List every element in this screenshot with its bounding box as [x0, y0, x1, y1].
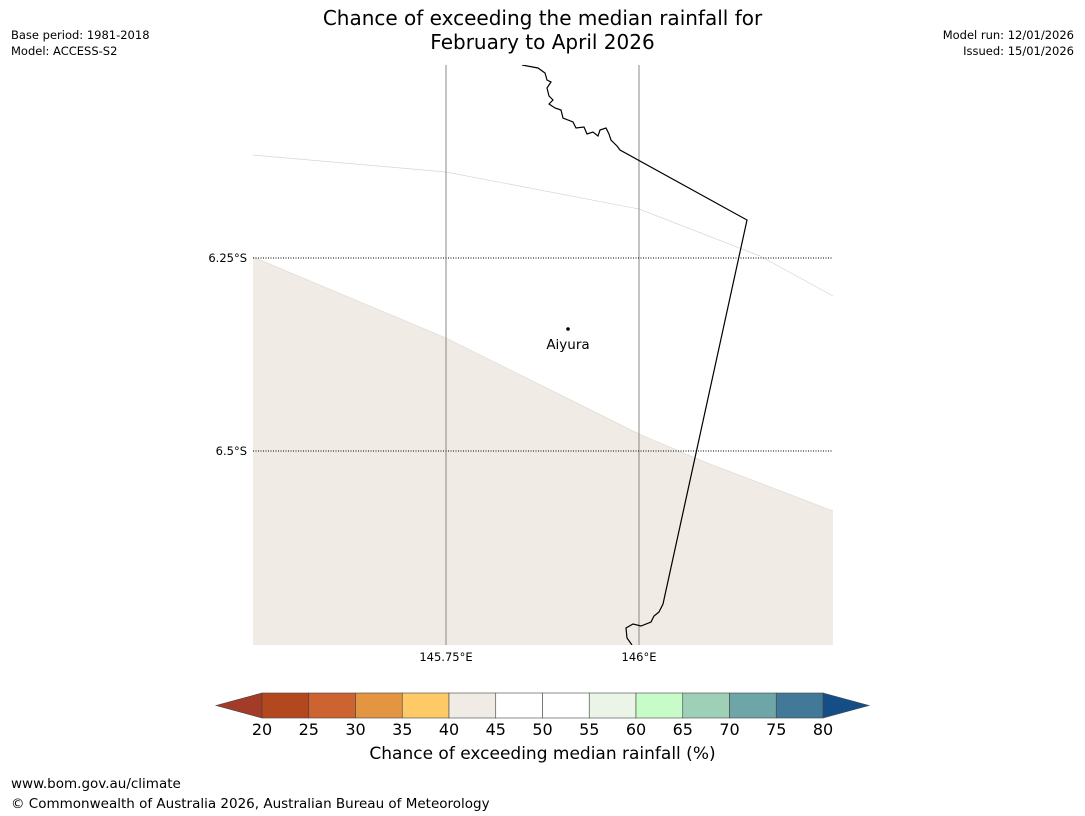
colorbar-segment: [355, 692, 403, 719]
colorbar-tick-label: 80: [813, 720, 833, 739]
colorbar-tick-label: 50: [532, 720, 552, 739]
aiyura-marker: [566, 327, 570, 331]
colorbar-tick-label: 60: [626, 720, 646, 739]
meta-left: Base period: 1981-2018 Model: ACCESS-S2: [11, 27, 150, 59]
colorbar-tick-label: 75: [766, 720, 786, 739]
colorbar-segment: [448, 692, 497, 719]
colorbar-under-arrow: [214, 692, 263, 719]
colorbar-over-arrow: [822, 692, 871, 719]
colorbar-tick-label: 25: [299, 720, 319, 739]
colorbar-segment: [729, 692, 777, 719]
colorbar-tick-label: 30: [345, 720, 365, 739]
model-run-text: Model run: 12/01/2026: [942, 28, 1074, 42]
colorbar-segment: [588, 692, 637, 719]
footer-copyright: © Commonwealth of Australia 2026, Austra…: [11, 796, 490, 812]
base-period-text: Base period: 1981-2018: [11, 28, 150, 42]
aiyura-label: Aiyura: [546, 337, 589, 353]
lon-label-146: 146°E: [622, 650, 657, 664]
map-title: Chance of exceeding the median rainfall …: [0, 6, 1085, 54]
colorbar-tick-label: 20: [252, 720, 272, 739]
title-line-2: February to April 2026: [430, 30, 655, 54]
colorbar-tick-label: 55: [579, 720, 599, 739]
colorbar-segment: [261, 692, 310, 719]
meta-right: Model run: 12/01/2026 Issued: 15/01/2026: [943, 27, 1074, 59]
colorbar-segment: [401, 692, 450, 719]
map-area: Aiyura: [253, 65, 833, 645]
colorbar-title: Chance of exceeding median rainfall (%): [369, 744, 716, 764]
region-outline: [521, 65, 748, 645]
colorbar-segment: [495, 692, 543, 719]
colorbar-tick-label: 45: [486, 720, 506, 739]
footer-url[interactable]: www.bom.gov.au/climate: [11, 776, 181, 792]
colorbar-segment: [682, 692, 730, 719]
colorbar-tick-labels: 20 25 30 35 40 45 50 55 60 65 70 75 80: [252, 720, 833, 739]
lat-label-6-5: 6.5°S: [216, 444, 247, 458]
colorbar-segment: [635, 692, 684, 719]
issued-text: Issued: 15/01/2026: [963, 44, 1074, 58]
footer: www.bom.gov.au/climate © Commonwealth of…: [11, 774, 490, 814]
colorbar-tick-label: 35: [392, 720, 412, 739]
colorbar-segment: [775, 692, 824, 719]
model-text: Model: ACCESS-S2: [11, 44, 118, 58]
colorbar-segment: [308, 692, 356, 719]
colorbar-segments: [261, 692, 824, 719]
colorbar-tick-label: 40: [439, 720, 459, 739]
colorbar-segment: [542, 692, 590, 719]
colorbar: 20 25 30 35 40 45 50 55 60 65 70 75 80: [214, 692, 871, 739]
lon-label-145-75: 145.75°E: [419, 650, 472, 664]
lat-label-6-25: 6.25°S: [208, 251, 247, 265]
colorbar-tick-label: 65: [673, 720, 693, 739]
title-line-1: Chance of exceeding the median rainfall …: [322, 6, 763, 30]
colorbar-tick-label: 70: [719, 720, 739, 739]
